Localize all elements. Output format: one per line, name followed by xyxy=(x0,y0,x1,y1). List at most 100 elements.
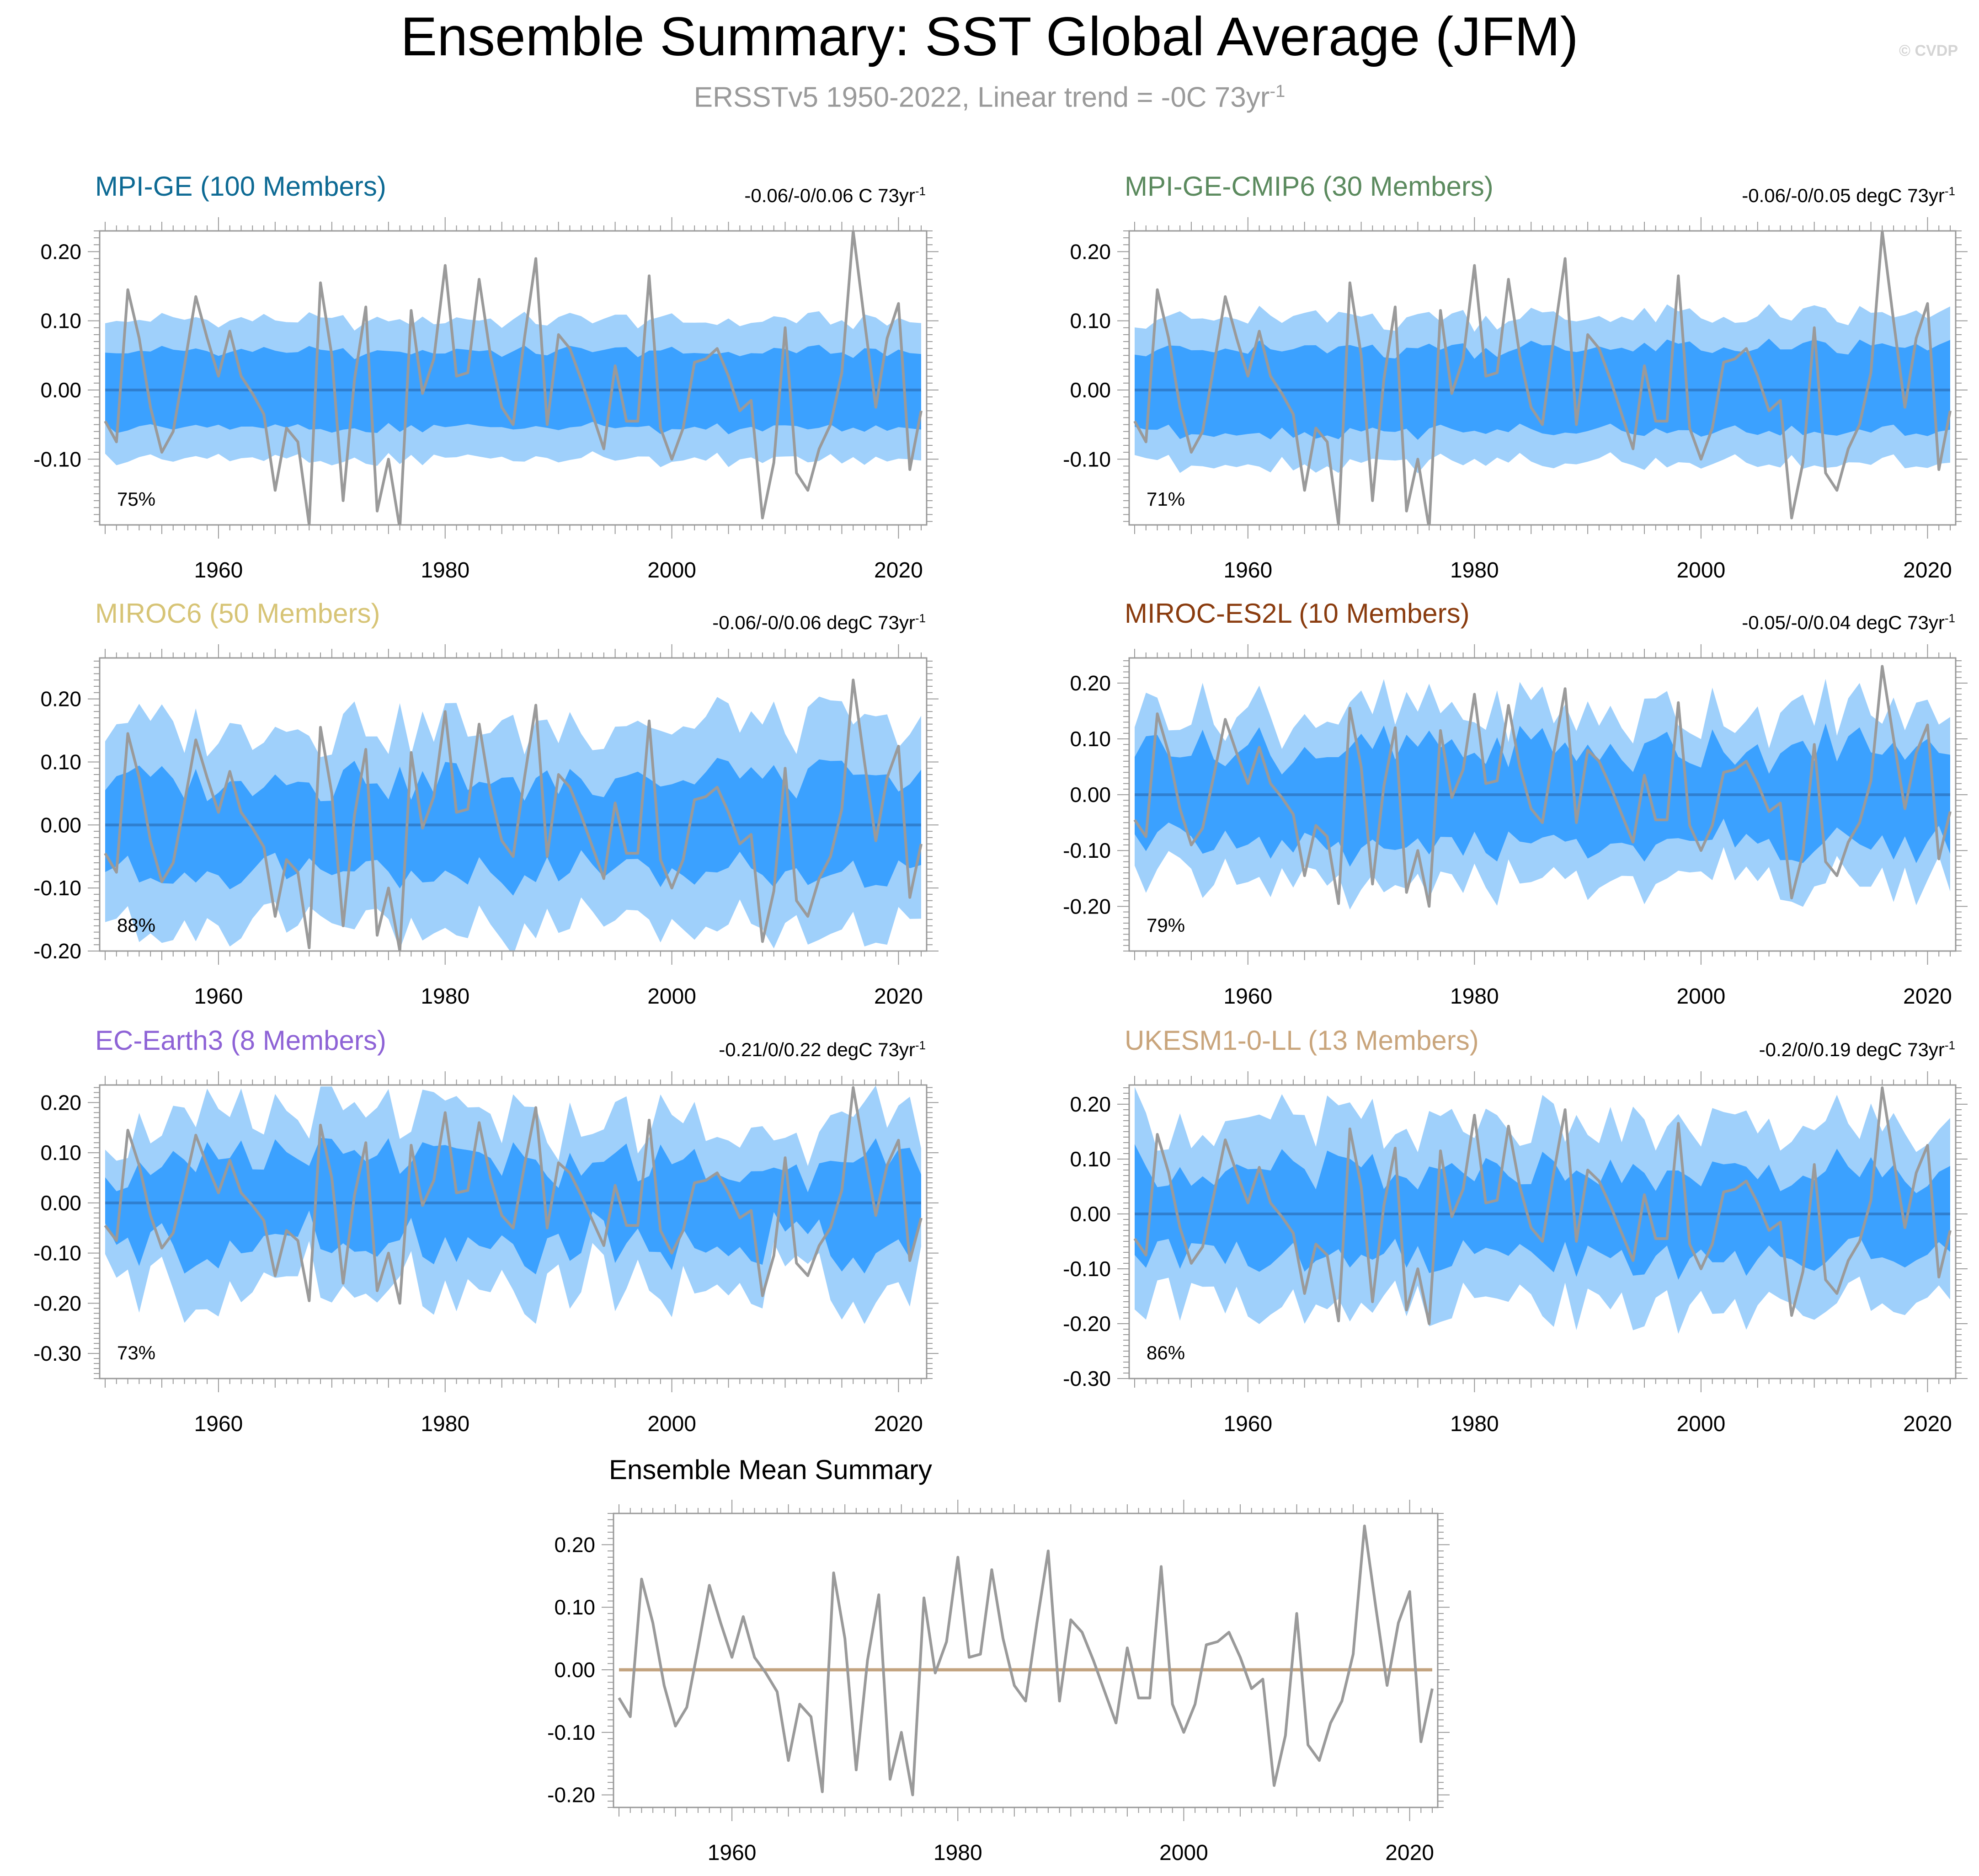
page-subtitle: ERSSTv5 1950-2022, Linear trend = -0C 73… xyxy=(0,73,1979,116)
trend-range-text: -0.06/-0/0.06 degC 73yr xyxy=(712,612,915,633)
y-tick-label: 0.10 xyxy=(1070,1147,1111,1171)
trend-range-superscript: -1 xyxy=(915,184,926,198)
x-tick-label: 2020 xyxy=(1385,1841,1434,1865)
x-tick-label: 1960 xyxy=(1223,558,1272,583)
y-tick-label: -0.20 xyxy=(1063,894,1111,918)
trend-range-mpi-ge: -0.06/-0/0.06 C 73yr-1 xyxy=(744,180,926,207)
ensemble-inner-spread-band xyxy=(105,758,921,896)
x-tick-label: 1960 xyxy=(194,984,243,1009)
trend-range-ec-earth3: -0.21/0/0.22 degC 73yr-1 xyxy=(719,1034,926,1061)
panel-title-miroc6: MIROC6 (50 Members) xyxy=(95,598,380,629)
x-tick-label: 1980 xyxy=(421,1412,469,1436)
x-tick-label: 2020 xyxy=(874,1412,923,1436)
trend-range-miroc-es2l: -0.05/-0/0.04 degC 73yr-1 xyxy=(1742,607,1955,634)
trend-range-text: -0.06/-0/0.06 C 73yr xyxy=(744,185,915,206)
y-tick-label: -0.20 xyxy=(1063,1312,1111,1336)
percent-label: 88% xyxy=(117,914,155,936)
x-tick-label: 1960 xyxy=(194,558,243,583)
y-tick-label: 0.10 xyxy=(40,309,81,333)
x-tick-label: 1980 xyxy=(1450,1412,1499,1436)
y-tick-label: 0.00 xyxy=(1070,378,1111,402)
y-tick-label: 0.20 xyxy=(1070,240,1111,263)
x-tick-label: 1980 xyxy=(1450,984,1499,1009)
plot-area xyxy=(1133,231,1952,525)
panel-mpi-ge-cmip6: 0.20 0.10 0.00 -0.10 1960 1980 2000 2020 71% xyxy=(1063,217,1968,583)
x-tick-label: 2000 xyxy=(1676,558,1725,583)
panel-mpi-ge: 0.20 0.10 0.00 -0.10 1960 1980 2000 2020 75% xyxy=(33,217,939,583)
y-tick-label: 0.00 xyxy=(1070,783,1111,807)
x-tick-label: 2020 xyxy=(874,984,923,1009)
y-tick-label: -0.10 xyxy=(547,1721,595,1744)
x-tick-label: 2000 xyxy=(1676,984,1725,1009)
x-tick-label: 1980 xyxy=(421,984,469,1009)
panel-title-miroc-es2l: MIROC-ES2L (10 Members) xyxy=(1125,598,1470,629)
x-tick-label: 1980 xyxy=(1450,558,1499,583)
plot-frame xyxy=(613,1513,1439,1808)
y-tick-label: -0.20 xyxy=(547,1783,595,1807)
trend-range-superscript: -1 xyxy=(1944,611,1955,625)
plot-area xyxy=(104,679,923,951)
y-tick-label: 0.20 xyxy=(1070,1092,1111,1116)
x-tick-label: 2000 xyxy=(1676,1412,1725,1436)
y-tick-label: -0.10 xyxy=(1063,1257,1111,1281)
percent-label: 86% xyxy=(1147,1342,1185,1363)
x-tick-label: 1980 xyxy=(421,558,469,583)
y-tick-label: 0.20 xyxy=(554,1533,595,1556)
panel-title-ukesm1-0-ll: UKESM1-0-LL (13 Members) xyxy=(1125,1025,1479,1056)
percent-label: 73% xyxy=(117,1342,155,1363)
observations-line xyxy=(1133,665,1952,908)
x-tick-label: 1960 xyxy=(1223,1412,1272,1436)
x-tick-label: 1960 xyxy=(194,1412,243,1436)
x-tick-label: 2000 xyxy=(647,984,696,1009)
page-title: Ensemble Summary: SST Global Average (JF… xyxy=(400,6,1579,67)
y-tick-label: -0.20 xyxy=(33,1291,81,1315)
observations-line xyxy=(618,1524,1434,1796)
trend-range-superscript: -1 xyxy=(1944,184,1955,198)
panel-title-mpi-ge: MPI-GE (100 Members) xyxy=(95,171,386,202)
y-tick-label: 0.00 xyxy=(40,813,81,837)
y-tick-label: -0.20 xyxy=(33,939,81,963)
y-tick-label: 0.10 xyxy=(1070,727,1111,751)
x-tick-label: 2000 xyxy=(647,1412,696,1436)
y-tick-label: 0.00 xyxy=(40,378,81,402)
observations-line xyxy=(1133,1086,1952,1325)
trend-range-superscript: -1 xyxy=(1944,1038,1955,1052)
y-tick-label: 0.00 xyxy=(1070,1202,1111,1226)
trend-range-superscript: -1 xyxy=(915,611,926,625)
plot-area xyxy=(618,1524,1434,1796)
y-tick-label: 0.20 xyxy=(40,240,81,263)
y-tick-label: 0.00 xyxy=(554,1658,595,1682)
y-tick-label: -0.10 xyxy=(33,447,81,471)
x-tick-label: 2020 xyxy=(1903,1412,1952,1436)
trend-range-text: -0.21/0/0.22 degC 73yr xyxy=(719,1039,915,1060)
y-tick-label: 0.10 xyxy=(1070,309,1111,333)
x-tick-label: 1980 xyxy=(933,1841,982,1865)
trend-range-superscript: -1 xyxy=(915,1038,926,1052)
trend-range-miroc6: -0.06/-0/0.06 degC 73yr-1 xyxy=(712,607,926,634)
y-tick-label: -0.10 xyxy=(33,1241,81,1265)
trend-range-mpi-ge-cmip6: -0.06/-0/0.05 degC 73yr-1 xyxy=(1742,180,1955,207)
observations-line xyxy=(104,231,923,525)
y-tick-label: -0.10 xyxy=(1063,839,1111,862)
y-tick-label: -0.30 xyxy=(1063,1367,1111,1390)
panel-ec-earth3: 0.20 0.10 0.00 -0.10 -0.20 -0.30 1960 1980 2000 2… xyxy=(33,1071,939,1436)
panel-ukesm1-0-ll: 0.20 0.10 0.00 -0.10 -0.20 -0.30 1960 1980 2000 2… xyxy=(1063,1071,1968,1436)
y-tick-label: -0.10 xyxy=(1063,447,1111,471)
y-tick-label: 0.10 xyxy=(40,1141,81,1165)
y-tick-label: 0.20 xyxy=(40,1090,81,1114)
x-tick-label: 2020 xyxy=(874,558,923,583)
trend-range-text: -0.06/-0/0.05 degC 73yr xyxy=(1742,185,1945,206)
y-tick-label: -0.30 xyxy=(33,1342,81,1365)
percent-label: 79% xyxy=(1147,914,1185,936)
panel-title-mpi-ge-cmip6: MPI-GE-CMIP6 (30 Members) xyxy=(1125,171,1494,202)
plot-area xyxy=(1133,665,1952,910)
x-tick-label: 2000 xyxy=(647,558,696,583)
panel-title-ec-earth3: EC-Earth3 (8 Members) xyxy=(95,1025,386,1056)
y-tick-label: 0.20 xyxy=(40,687,81,711)
plot-area xyxy=(104,231,923,525)
x-tick-label: 2020 xyxy=(1903,558,1952,583)
panel-ensemble-mean-summary: 0.20 0.10 0.00 -0.10 -0.20 1960 1980 2000 2020 xyxy=(547,1500,1450,1865)
trend-range-text: -0.05/-0/0.04 degC 73yr xyxy=(1742,612,1945,633)
cvdp-copyright: © CVDP xyxy=(1899,42,1958,59)
